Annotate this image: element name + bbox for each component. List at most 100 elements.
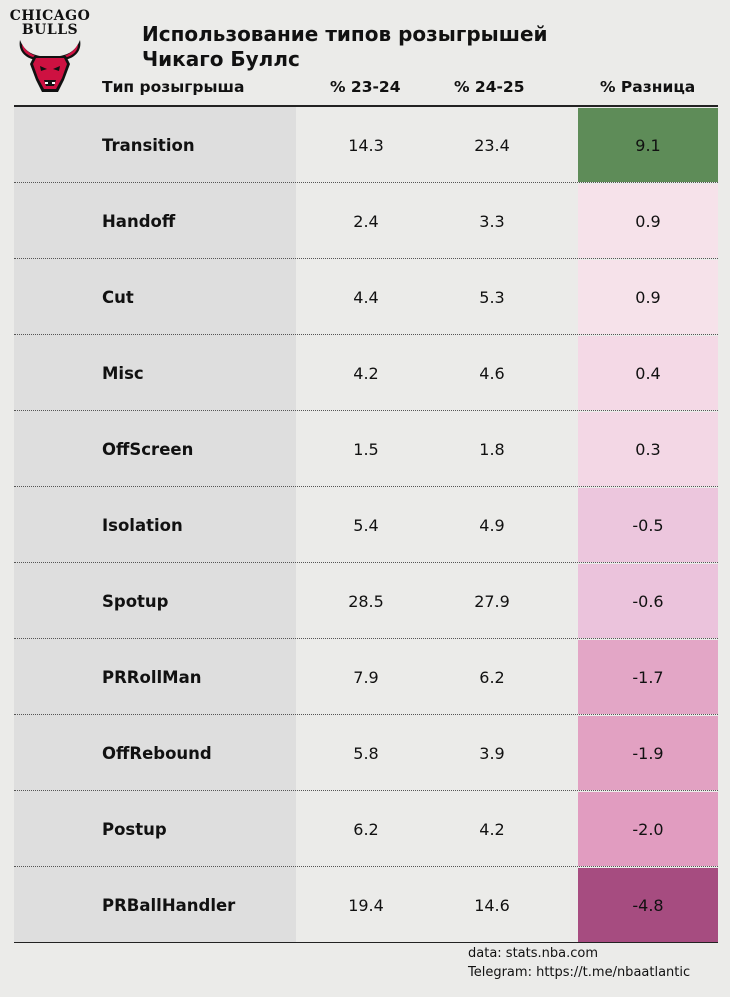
play-type-cell: Isolation — [102, 515, 183, 535]
type-cell-background — [14, 867, 296, 943]
table-row: Misc 4.2 4.6 0.4 — [14, 335, 718, 411]
table-row: Spotup 28.5 27.9 -0.6 — [14, 563, 718, 639]
value-2425-cell: 4.2 — [479, 819, 505, 839]
diff-cell-color — [578, 792, 718, 866]
type-cell-background — [14, 259, 296, 335]
diff-cell-color — [578, 488, 718, 562]
table-row: OffRebound 5.8 3.9 -1.9 — [14, 715, 718, 791]
diff-cell-color — [578, 868, 718, 942]
diff-cell: 9.1 — [635, 135, 661, 155]
play-type-cell: PRRollMan — [102, 667, 202, 687]
diff-cell: 0.4 — [635, 363, 661, 383]
play-type-cell: Cut — [102, 287, 134, 307]
type-cell-background — [14, 411, 296, 487]
type-cell-background — [14, 487, 296, 563]
table-header: Тип розыгрыша % 23-24 % 24-25 % Разница — [14, 72, 718, 104]
diff-cell: -1.9 — [632, 743, 664, 763]
value-2324-cell: 6.2 — [353, 819, 379, 839]
play-type-cell: OffScreen — [102, 439, 194, 459]
value-2324-cell: 4.2 — [353, 363, 379, 383]
diff-cell-color — [578, 640, 718, 714]
value-2425-cell: 23.4 — [474, 135, 510, 155]
diff-cell: -0.5 — [632, 515, 664, 535]
row-separator — [14, 714, 718, 715]
diff-cell: 0.9 — [635, 287, 661, 307]
type-cell-background — [14, 639, 296, 715]
chart-title-line2: Чикаго Буллс — [142, 47, 300, 71]
play-type-cell: Misc — [102, 363, 144, 383]
diff-cell: 0.3 — [635, 439, 661, 459]
value-2425-cell: 6.2 — [479, 667, 505, 687]
row-separator — [14, 182, 718, 183]
value-2425-cell: 4.6 — [479, 363, 505, 383]
diff-cell-color — [578, 412, 718, 486]
value-2324-cell: 14.3 — [348, 135, 384, 155]
play-type-cell: Handoff — [102, 211, 176, 231]
logo-text-chicago: CHICAGO — [9, 8, 91, 24]
bull-head-icon — [19, 40, 81, 92]
telegram-note: Telegram: https://t.me/nbaatlantic — [468, 965, 691, 980]
table-row: Transition 14.3 23.4 9.1 — [14, 107, 718, 183]
value-2324-cell: 2.4 — [353, 211, 379, 231]
diff-cell: -0.6 — [632, 591, 664, 611]
column-header-2425: % 24-25 — [454, 78, 525, 96]
column-header-2324: % 23-24 — [330, 78, 401, 96]
play-type-cell: PRBallHandler — [102, 895, 236, 915]
type-cell-background — [14, 715, 296, 791]
column-header-diff: % Разница — [600, 78, 696, 96]
value-2324-cell: 5.8 — [353, 743, 379, 763]
play-type-cell: OffRebound — [102, 743, 212, 763]
table-row: OffScreen 1.5 1.8 0.3 — [14, 411, 718, 487]
value-2324-cell: 7.9 — [353, 667, 379, 687]
table-row: Handoff 2.4 3.3 0.9 — [14, 183, 718, 259]
play-type-cell: Spotup — [102, 591, 169, 611]
diff-cell: -2.0 — [632, 819, 664, 839]
bottom-rule — [14, 942, 718, 943]
source-note: data: stats.nba.com — [468, 946, 598, 961]
diff-cell-color — [578, 184, 718, 258]
type-cell-background — [14, 791, 296, 867]
type-cell-background — [14, 563, 296, 639]
row-separator — [14, 410, 718, 411]
table-row: Postup 6.2 4.2 -2.0 — [14, 791, 718, 867]
row-separator — [14, 790, 718, 791]
value-2425-cell: 3.9 — [479, 743, 505, 763]
play-type-cell: Postup — [102, 819, 167, 839]
play-type-cell: Transition — [102, 135, 195, 155]
footer: data: stats.nba.com Telegram: https://t.… — [468, 944, 690, 982]
value-2324-cell: 1.5 — [353, 439, 379, 459]
value-2324-cell: 28.5 — [348, 591, 384, 611]
value-2425-cell: 1.8 — [479, 439, 505, 459]
table-row: PRRollMan 7.9 6.2 -1.7 — [14, 639, 718, 715]
table-body: Transition 14.3 23.4 9.1 Handoff 2.4 3.3 0.9 Cut… — [14, 107, 718, 943]
row-separator — [14, 638, 718, 639]
row-separator — [14, 334, 718, 335]
diff-cell: 0.9 — [635, 211, 661, 231]
diff-cell-color — [578, 336, 718, 410]
diff-cell-color — [578, 564, 718, 638]
value-2425-cell: 3.3 — [479, 211, 505, 231]
table-row: Isolation 5.4 4.9 -0.5 — [14, 487, 718, 563]
row-separator — [14, 866, 718, 867]
value-2324-cell: 19.4 — [348, 895, 384, 915]
value-2324-cell: 4.4 — [353, 287, 379, 307]
row-separator — [14, 486, 718, 487]
diff-cell-color — [578, 108, 718, 182]
type-cell-background — [14, 335, 296, 411]
logo-text-bulls: BULLS — [21, 22, 79, 38]
table-row: Cut 4.4 5.3 0.9 — [14, 259, 718, 335]
table-row: PRBallHandler 19.4 14.6 -4.8 — [14, 867, 718, 943]
value-2425-cell: 27.9 — [474, 591, 510, 611]
column-header-type: Тип розыгрыша — [102, 78, 245, 96]
value-2425-cell: 5.3 — [479, 287, 505, 307]
team-logo: CHICAGO BULLS — [8, 8, 92, 92]
header-rule — [14, 105, 718, 107]
row-separator — [14, 562, 718, 563]
value-2425-cell: 4.9 — [479, 515, 505, 535]
value-2425-cell: 14.6 — [474, 895, 510, 915]
type-cell-background — [14, 107, 296, 183]
diff-cell-color — [578, 716, 718, 790]
chart-title-line1: Использование типов розыгрышей — [142, 22, 548, 46]
diff-cell-color — [578, 260, 718, 334]
diff-cell: -1.7 — [632, 667, 664, 687]
